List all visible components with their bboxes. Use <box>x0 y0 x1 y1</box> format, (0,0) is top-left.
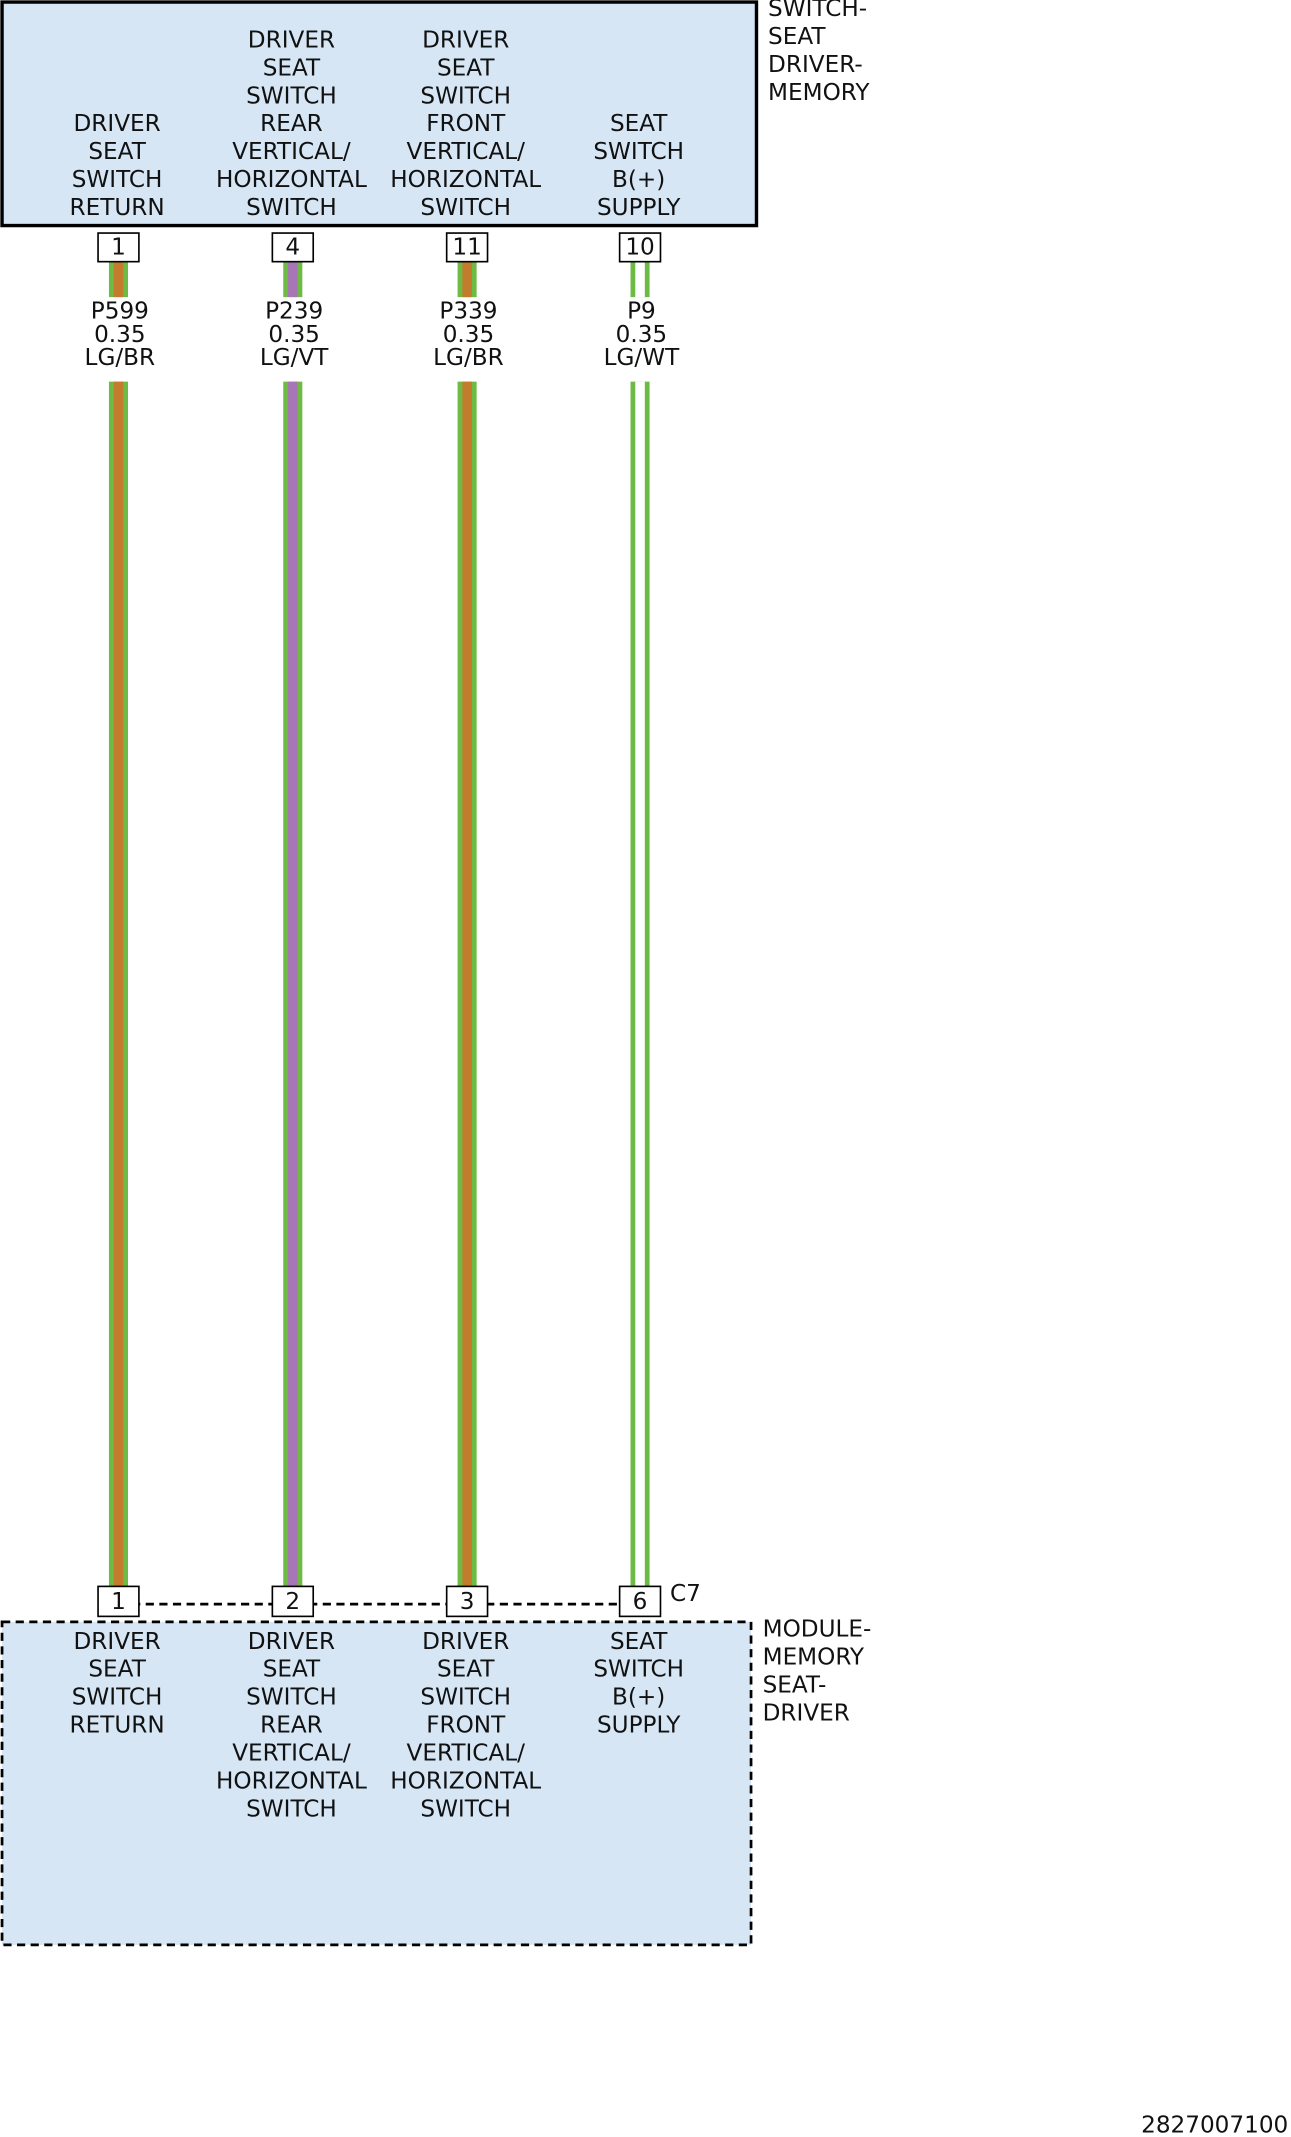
pin-function: HORIZONTAL <box>216 167 367 193</box>
module-box <box>0 1620 753 1947</box>
pin-function: DRIVER <box>248 1629 335 1655</box>
wire-label: P239 <box>265 299 323 325</box>
pin-box <box>618 232 662 263</box>
wire-label: LG/WT <box>604 345 680 371</box>
pin-function: RETURN <box>70 1713 165 1739</box>
pin-function: SEAT <box>88 139 146 165</box>
pin-function: SWITCH <box>246 83 337 109</box>
pin-box <box>271 232 315 263</box>
pin-number: 10 <box>625 235 654 261</box>
connector-id: C7 <box>670 1581 701 1607</box>
pin-function: SEAT <box>610 1629 668 1655</box>
pin-function: FRONT <box>426 1713 506 1739</box>
pin-box <box>618 1585 662 1618</box>
wire-label: LG/BR <box>433 345 504 371</box>
pin-function: VERTICAL/ <box>407 139 526 165</box>
pin-box <box>97 232 140 263</box>
pin-number: 3 <box>460 1589 475 1615</box>
pin-function: SUPPLY <box>597 1713 681 1739</box>
component-name: SEAT- <box>763 1672 827 1698</box>
pin-number: 6 <box>633 1589 648 1615</box>
pin-function: SWITCH <box>420 83 511 109</box>
pin-number: 4 <box>285 235 300 261</box>
pin-box <box>97 1585 140 1618</box>
pin-function: SEAT <box>263 55 321 81</box>
pin-function: SWITCH <box>72 167 163 193</box>
pin-function: DRIVER <box>74 1629 161 1655</box>
pin-function: REAR <box>260 111 323 137</box>
diagram-id: 2827007100 <box>1141 2113 1288 2137</box>
component-name: MEMORY <box>768 80 870 106</box>
pin-function: HORIZONTAL <box>390 1768 541 1794</box>
pin-function: SEAT <box>610 111 668 137</box>
pin-number: 2 <box>285 1589 300 1615</box>
switch-box <box>0 0 759 228</box>
wire-label: LG/VT <box>260 345 329 371</box>
pin-box <box>445 1585 489 1618</box>
pin-function: B(+) <box>612 1685 665 1711</box>
component-name: MEMORY <box>763 1644 865 1670</box>
pin-function: VERTICAL/ <box>407 1741 526 1767</box>
pin-function: SEAT <box>437 55 495 81</box>
wire-label: P339 <box>439 299 497 325</box>
pin-function: SEAT <box>88 1657 146 1683</box>
component-name: DRIVER <box>763 1700 850 1726</box>
pin-box <box>271 1585 315 1618</box>
pin-function: FRONT <box>426 111 506 137</box>
wire-label: 0.35 <box>268 322 320 348</box>
wire-label: 0.35 <box>443 322 495 348</box>
pin-function: RETURN <box>70 195 165 221</box>
pin-function: DRIVER <box>422 1629 509 1655</box>
pin-function: SWITCH <box>420 1796 511 1822</box>
pin-function: DRIVER <box>422 27 509 53</box>
pin-function: SUPPLY <box>597 195 681 221</box>
component-name: MODULE- <box>763 1617 872 1643</box>
pin-number: 1 <box>111 1589 126 1615</box>
pin-function: SWITCH <box>72 1685 163 1711</box>
pin-function: SWITCH <box>246 1685 337 1711</box>
pin-function: SEAT <box>437 1657 495 1683</box>
wire-label: 0.35 <box>94 322 146 348</box>
pin-function: HORIZONTAL <box>390 167 541 193</box>
wire-label: 0.35 <box>616 322 668 348</box>
pin-function: SWITCH <box>593 1657 684 1683</box>
pin-box <box>445 232 489 263</box>
component-name: DRIVER- <box>768 52 863 78</box>
component-name: SEAT <box>768 24 826 50</box>
pin-function: REAR <box>260 1713 323 1739</box>
pin-function: SWITCH <box>246 195 337 221</box>
pin-function: SEAT <box>263 1657 321 1683</box>
wire-label: P9 <box>627 299 656 325</box>
wire-label: LG/BR <box>85 345 156 371</box>
pin-function: HORIZONTAL <box>216 1768 367 1794</box>
pin-function: SWITCH <box>420 1685 511 1711</box>
pin-number: 11 <box>452 235 481 261</box>
pin-function: B(+) <box>612 167 665 193</box>
pin-function: VERTICAL/ <box>232 139 351 165</box>
pin-function: SWITCH <box>593 139 684 165</box>
wire-label: P599 <box>91 299 149 325</box>
component-name: SWITCH- <box>768 0 867 22</box>
pin-function: DRIVER <box>74 111 161 137</box>
pin-function: DRIVER <box>248 27 335 53</box>
pin-function: SWITCH <box>246 1796 337 1822</box>
pin-function: VERTICAL/ <box>232 1741 351 1767</box>
pin-function: SWITCH <box>420 195 511 221</box>
pin-number: 1 <box>111 235 126 261</box>
